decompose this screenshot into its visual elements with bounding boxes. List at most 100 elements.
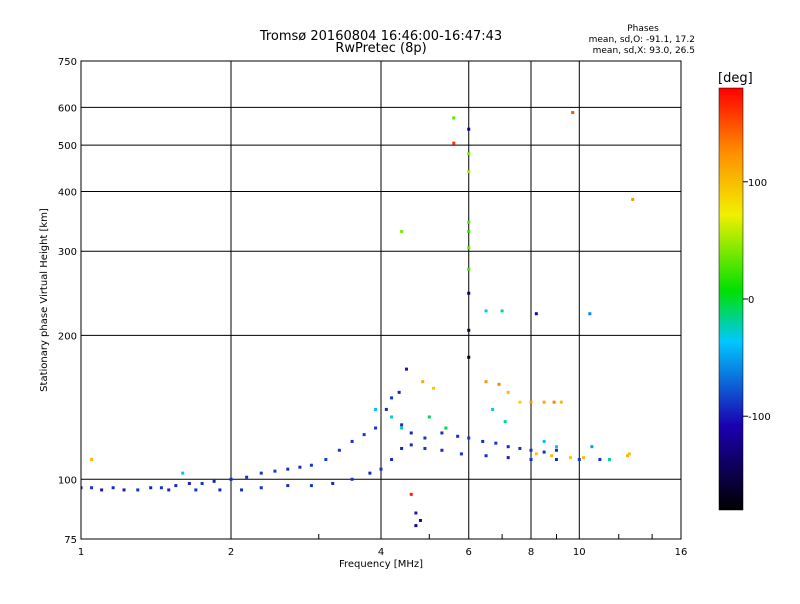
data-point [423, 436, 427, 440]
data-point [467, 355, 471, 359]
data-point [467, 127, 471, 131]
data-point [400, 426, 404, 430]
data-point [518, 446, 522, 450]
data-point [390, 396, 394, 400]
y-tick-label: 500 [58, 141, 77, 152]
data-point [379, 467, 383, 471]
data-point [452, 141, 456, 145]
data-point [467, 328, 471, 332]
data-point [550, 454, 554, 458]
data-point [81, 486, 83, 490]
data-point [400, 229, 404, 233]
data-point [259, 471, 263, 475]
data-point [212, 479, 216, 483]
data-point [627, 452, 631, 456]
data-point [577, 457, 581, 461]
data-point [467, 152, 471, 156]
data-point [481, 439, 485, 443]
data-point [506, 456, 510, 460]
data-point [337, 448, 341, 452]
phase-stats-x: mean, sd,X: 93.0, 26.5 [593, 46, 695, 56]
data-point [582, 456, 586, 460]
colorbar-tick-label: -100 [748, 412, 771, 423]
data-points [81, 111, 635, 528]
x-tick-label: 10 [573, 547, 586, 558]
data-point [529, 400, 533, 404]
data-point [554, 457, 558, 461]
data-point [440, 448, 444, 452]
data-point [432, 386, 436, 390]
data-point [390, 415, 394, 419]
data-point [467, 229, 471, 233]
data-point [362, 433, 366, 437]
data-point [467, 267, 471, 271]
data-point [590, 445, 594, 449]
data-point [187, 481, 191, 485]
data-point [374, 407, 378, 411]
data-point [122, 488, 126, 492]
grid [81, 61, 681, 539]
data-point [506, 445, 510, 449]
data-point [423, 446, 427, 450]
data-point [390, 457, 394, 461]
data-point [459, 452, 463, 456]
data-point [368, 471, 372, 475]
data-point [400, 423, 404, 427]
x-axis-ticks: 1 2 4 6 8 10 16 [78, 534, 688, 558]
data-point [467, 220, 471, 224]
data-point [456, 434, 460, 438]
data-point [494, 441, 498, 445]
y-axis-ticks: 75 100 200 300 400 500 600 750 [58, 57, 77, 546]
data-point [467, 246, 471, 250]
data-point [309, 484, 313, 488]
data-point [273, 469, 277, 473]
data-point [400, 446, 404, 450]
data-point [484, 309, 488, 313]
data-point [136, 488, 140, 492]
data-point [518, 400, 522, 404]
data-point [350, 439, 354, 443]
data-point [554, 448, 558, 452]
chart-title: Tromsø 20160804 16:46:00-16:47:43 [259, 29, 502, 44]
data-point [374, 426, 378, 430]
colorbar-tick-label: 0 [748, 295, 754, 306]
data-point [409, 492, 413, 496]
data-point [467, 291, 471, 295]
data-point [542, 450, 546, 454]
data-point [90, 486, 94, 490]
data-point [240, 488, 244, 492]
y-tick-label: 600 [58, 103, 77, 114]
data-point [384, 407, 388, 411]
data-point [559, 400, 563, 404]
data-point [484, 380, 488, 384]
data-point [90, 457, 94, 461]
data-point [397, 390, 401, 394]
data-point [427, 415, 431, 419]
data-point [350, 477, 354, 481]
data-point [542, 400, 546, 404]
data-point [309, 463, 313, 467]
data-point [631, 197, 635, 201]
data-point [194, 488, 198, 492]
data-point [588, 312, 592, 316]
y-tick-label: 400 [58, 187, 77, 198]
data-point [404, 367, 408, 371]
data-point [181, 471, 185, 475]
data-point [414, 524, 418, 528]
data-point [503, 420, 507, 424]
y-tick-label: 750 [58, 57, 77, 68]
data-point [529, 448, 533, 452]
data-point [331, 481, 335, 485]
data-point [484, 454, 488, 458]
data-point [286, 467, 290, 471]
data-point [467, 170, 471, 174]
x-tick-label: 16 [675, 547, 688, 558]
data-point [421, 380, 425, 384]
phase-stats-o: mean, sd,O: -91.1, 17.2 [589, 35, 695, 45]
data-point [298, 465, 302, 469]
data-point [409, 443, 413, 447]
data-point [608, 457, 612, 461]
y-tick-label: 200 [58, 331, 77, 342]
data-point [167, 488, 171, 492]
